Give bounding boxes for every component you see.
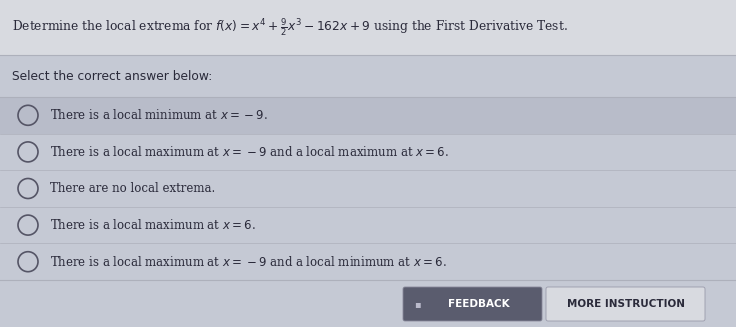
FancyBboxPatch shape bbox=[403, 287, 542, 321]
FancyBboxPatch shape bbox=[0, 0, 736, 55]
FancyBboxPatch shape bbox=[0, 97, 736, 134]
FancyBboxPatch shape bbox=[546, 287, 705, 321]
Text: There is a local maximum at $x = -9$ and a local minimum at $x = 6$.: There is a local maximum at $x = -9$ and… bbox=[50, 255, 447, 269]
Text: FEEDBACK: FEEDBACK bbox=[447, 299, 509, 309]
Text: There is a local minimum at $x = -9$.: There is a local minimum at $x = -9$. bbox=[50, 108, 268, 122]
FancyBboxPatch shape bbox=[0, 280, 736, 327]
Text: Determine the local extrema for $f(x) = x^4 + \frac{9}{2}x^3 - 162x + 9$ using t: Determine the local extrema for $f(x) = … bbox=[12, 17, 567, 38]
Text: ▪: ▪ bbox=[414, 299, 420, 309]
Text: Select the correct answer below:: Select the correct answer below: bbox=[12, 70, 212, 82]
Text: There are no local extrema.: There are no local extrema. bbox=[50, 182, 215, 195]
Text: There is a local maximum at $x = -9$ and a local maximum at $x = 6$.: There is a local maximum at $x = -9$ and… bbox=[50, 145, 449, 159]
Text: MORE INSTRUCTION: MORE INSTRUCTION bbox=[567, 299, 684, 309]
Text: There is a local maximum at $x = 6$.: There is a local maximum at $x = 6$. bbox=[50, 218, 256, 232]
